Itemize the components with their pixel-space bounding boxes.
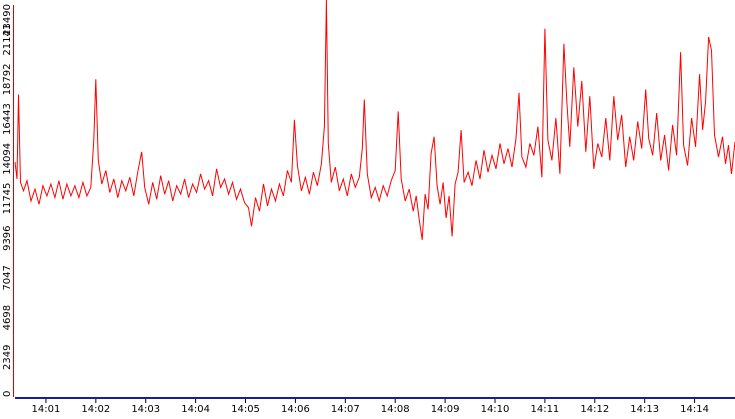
y-tick-label: 16443 [2, 103, 13, 135]
x-tick-label: 14:09 [431, 404, 460, 415]
y-tick-label: 7047 [2, 265, 13, 290]
y-tick-label: 23490 [2, 4, 13, 36]
y-tick-label: 0 [2, 391, 13, 397]
x-tick-label: 14:13 [630, 404, 659, 415]
x-tick-label: 14:07 [331, 404, 360, 415]
series-line [14, 0, 735, 240]
x-tick-label: 14:11 [530, 404, 559, 415]
y-tick-label: 21141 [2, 24, 13, 56]
y-axis-line [13, 5, 14, 397]
x-axis-line [15, 397, 735, 399]
x-tick-label: 14:02 [81, 404, 110, 415]
x-tick-label: 14:05 [231, 404, 260, 415]
x-tick-label: 14:14 [680, 404, 709, 415]
x-tick-label: 14:01 [32, 404, 61, 415]
x-tick-label: 14:08 [381, 404, 410, 415]
y-tick-label: 18792 [2, 63, 13, 95]
y-tick-label: 9396 [2, 225, 13, 250]
y-tick-label: 11745 [2, 183, 13, 215]
x-tick-label: 14:12 [580, 404, 609, 415]
x-tick-label: 14:03 [131, 404, 160, 415]
y-axis-ticks: 0 2349 4698 7047 9396 11745 14094 16443 18792 211… [2, 4, 13, 397]
y-tick-label: 14094 [2, 143, 13, 175]
x-tick-label: 14:10 [481, 404, 510, 415]
x-tick-label: 14:04 [181, 404, 210, 415]
y-tick-label: 2349 [2, 345, 13, 370]
x-tick-label: 14:06 [281, 404, 310, 415]
x-axis-ticks: 14:01 14:02 14:03 14:04 14:05 14:06 14:07 14:08… [32, 399, 709, 415]
y-tick-label: 4698 [2, 305, 13, 330]
